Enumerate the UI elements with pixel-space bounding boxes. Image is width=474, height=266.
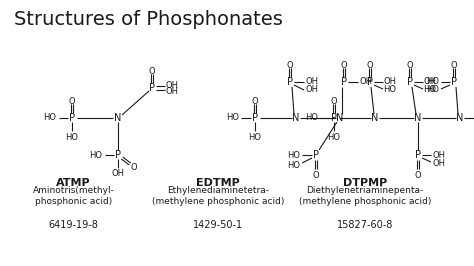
Text: O: O: [331, 97, 337, 106]
Text: HO: HO: [65, 132, 79, 142]
Text: DTPMP: DTPMP: [343, 178, 387, 188]
Text: N: N: [456, 113, 464, 123]
Text: Aminotris(methyl-
phosphonic acid): Aminotris(methyl- phosphonic acid): [33, 186, 114, 206]
Text: N: N: [292, 113, 300, 123]
Text: HO: HO: [427, 77, 439, 86]
Text: P: P: [415, 150, 421, 160]
Text: HO: HO: [248, 132, 262, 142]
Text: OH: OH: [306, 77, 319, 86]
Text: HO: HO: [44, 114, 56, 123]
Text: P: P: [331, 113, 337, 123]
Text: N: N: [371, 113, 379, 123]
Text: N: N: [414, 113, 422, 123]
Text: P: P: [287, 77, 293, 87]
Text: O: O: [313, 171, 319, 180]
Text: HO: HO: [427, 85, 439, 94]
Text: O: O: [367, 60, 374, 69]
Text: P: P: [252, 113, 258, 123]
Text: HO: HO: [328, 132, 340, 142]
Text: O: O: [69, 97, 75, 106]
Text: OH: OH: [359, 77, 373, 86]
Text: O: O: [252, 97, 258, 106]
Text: O: O: [131, 163, 137, 172]
Text: HO: HO: [90, 151, 102, 160]
Text: OH: OH: [423, 77, 437, 86]
Text: Ethylenediaminetetra-
(methylene phosphonic acid): Ethylenediaminetetra- (methylene phospho…: [152, 186, 284, 206]
Text: Structures of Phosphonates: Structures of Phosphonates: [14, 10, 283, 29]
Text: O: O: [451, 60, 457, 69]
Text: 15827-60-8: 15827-60-8: [337, 220, 393, 230]
Text: P: P: [367, 77, 373, 87]
Text: O: O: [415, 171, 421, 180]
Text: O: O: [407, 60, 413, 69]
Text: HO: HO: [383, 85, 396, 94]
Text: HO: HO: [423, 85, 437, 94]
Text: N: N: [337, 113, 344, 123]
Text: O: O: [287, 60, 293, 69]
Text: Diethylenetriaminepenta-
(methylene phosphonic acid): Diethylenetriaminepenta- (methylene phos…: [299, 186, 431, 206]
Text: HO: HO: [288, 160, 301, 169]
Text: O: O: [149, 66, 155, 76]
Text: OH: OH: [306, 85, 319, 94]
Text: HO: HO: [306, 114, 319, 123]
Text: P: P: [451, 77, 457, 87]
Text: 6419-19-8: 6419-19-8: [48, 220, 99, 230]
Text: O: O: [341, 60, 347, 69]
Text: OH: OH: [165, 81, 179, 90]
Text: HO: HO: [288, 151, 301, 160]
Text: P: P: [149, 83, 155, 93]
Text: P: P: [69, 113, 75, 123]
Text: ATMP: ATMP: [56, 178, 91, 188]
Text: EDTMP: EDTMP: [196, 178, 240, 188]
Text: HO: HO: [227, 114, 239, 123]
Text: 1429-50-1: 1429-50-1: [193, 220, 243, 230]
Text: OH: OH: [111, 169, 125, 178]
Text: N: N: [114, 113, 122, 123]
Text: P: P: [313, 150, 319, 160]
Text: OH: OH: [165, 88, 179, 97]
Text: OH: OH: [383, 77, 396, 86]
Text: P: P: [115, 150, 121, 160]
Text: OH: OH: [432, 159, 446, 168]
Text: P: P: [407, 77, 413, 87]
Text: OH: OH: [432, 151, 446, 160]
Text: P: P: [341, 77, 347, 87]
